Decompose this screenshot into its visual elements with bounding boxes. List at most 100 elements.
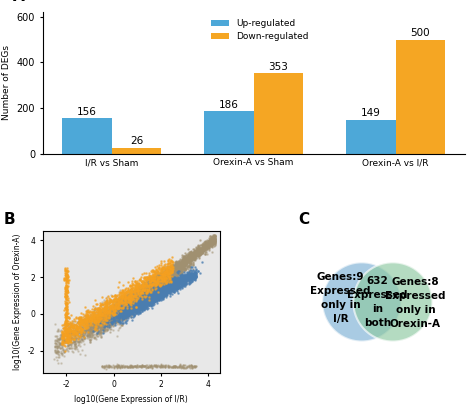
Point bbox=[115, 301, 123, 307]
Point bbox=[118, 293, 125, 299]
Point bbox=[148, 290, 156, 297]
Point bbox=[185, 257, 192, 264]
Point bbox=[146, 284, 153, 290]
Point bbox=[117, 302, 125, 309]
Point bbox=[179, 264, 186, 270]
Point bbox=[122, 303, 130, 310]
Point bbox=[155, 273, 163, 280]
Point bbox=[153, 270, 161, 276]
Point bbox=[153, 263, 160, 270]
Point bbox=[118, 307, 126, 314]
Point bbox=[136, 290, 143, 297]
Point bbox=[127, 301, 134, 308]
Point bbox=[176, 260, 184, 266]
Point bbox=[164, 273, 172, 279]
Point bbox=[121, 305, 129, 312]
Point bbox=[169, 269, 177, 276]
Point bbox=[137, 282, 145, 288]
Point bbox=[193, 246, 201, 252]
Point bbox=[122, 306, 130, 312]
Point bbox=[201, 238, 209, 245]
Point bbox=[209, 249, 216, 255]
Point bbox=[139, 294, 147, 300]
Point bbox=[181, 362, 189, 369]
Point bbox=[138, 288, 146, 295]
Point bbox=[101, 320, 109, 326]
Point bbox=[118, 300, 125, 306]
Point bbox=[100, 316, 108, 322]
Point bbox=[134, 293, 142, 299]
Point bbox=[118, 313, 126, 320]
Point bbox=[148, 284, 155, 290]
Point bbox=[118, 301, 125, 307]
Point bbox=[147, 289, 155, 295]
Point bbox=[172, 268, 179, 275]
Point bbox=[155, 280, 163, 286]
Point bbox=[152, 275, 160, 281]
Point bbox=[119, 308, 127, 315]
Point bbox=[63, 280, 70, 286]
Point bbox=[115, 307, 123, 314]
Point bbox=[121, 289, 128, 296]
Point bbox=[118, 307, 126, 313]
Point bbox=[130, 293, 138, 300]
Point bbox=[107, 320, 114, 327]
Point bbox=[128, 298, 135, 305]
Point bbox=[64, 287, 71, 294]
Point bbox=[82, 329, 89, 335]
Point bbox=[146, 290, 154, 296]
Point bbox=[68, 323, 75, 329]
Point bbox=[148, 283, 155, 289]
Point bbox=[143, 288, 151, 295]
Point bbox=[77, 332, 84, 338]
Point bbox=[138, 295, 146, 302]
Point bbox=[162, 261, 169, 267]
Point bbox=[78, 319, 86, 325]
Point bbox=[187, 258, 195, 265]
Point bbox=[81, 320, 89, 326]
Point bbox=[183, 272, 191, 278]
Point bbox=[165, 277, 173, 283]
Point bbox=[123, 301, 130, 307]
Point bbox=[123, 307, 131, 314]
Point bbox=[166, 285, 173, 291]
Point bbox=[153, 277, 161, 283]
Point bbox=[165, 277, 173, 284]
Point bbox=[128, 295, 135, 302]
Point bbox=[141, 300, 149, 307]
Point bbox=[194, 247, 202, 254]
Point bbox=[97, 326, 105, 333]
Point bbox=[142, 301, 150, 307]
Point bbox=[179, 281, 186, 288]
Point bbox=[92, 317, 100, 323]
Point bbox=[162, 275, 169, 281]
Point bbox=[149, 293, 156, 299]
Point bbox=[65, 342, 73, 348]
Point bbox=[135, 286, 143, 293]
Point bbox=[182, 260, 190, 266]
Point bbox=[159, 286, 167, 292]
Point bbox=[135, 297, 143, 304]
Point bbox=[55, 341, 63, 348]
Point bbox=[152, 293, 159, 299]
Point bbox=[51, 337, 59, 343]
Point bbox=[146, 291, 153, 298]
Point bbox=[110, 318, 118, 324]
Point bbox=[118, 322, 126, 328]
Point bbox=[101, 323, 109, 329]
Point bbox=[64, 279, 72, 286]
Point bbox=[147, 297, 155, 303]
Point bbox=[129, 299, 137, 305]
Point bbox=[133, 301, 141, 307]
Point bbox=[141, 286, 148, 293]
Point bbox=[103, 297, 110, 303]
Point bbox=[166, 291, 174, 298]
Point bbox=[59, 322, 66, 328]
Point bbox=[148, 287, 155, 293]
Point bbox=[117, 315, 125, 321]
Point bbox=[91, 317, 99, 323]
Point bbox=[118, 302, 125, 309]
Point bbox=[139, 294, 146, 301]
Point bbox=[123, 296, 131, 303]
Text: 632
Expressed
in
both: 632 Expressed in both bbox=[347, 276, 408, 328]
